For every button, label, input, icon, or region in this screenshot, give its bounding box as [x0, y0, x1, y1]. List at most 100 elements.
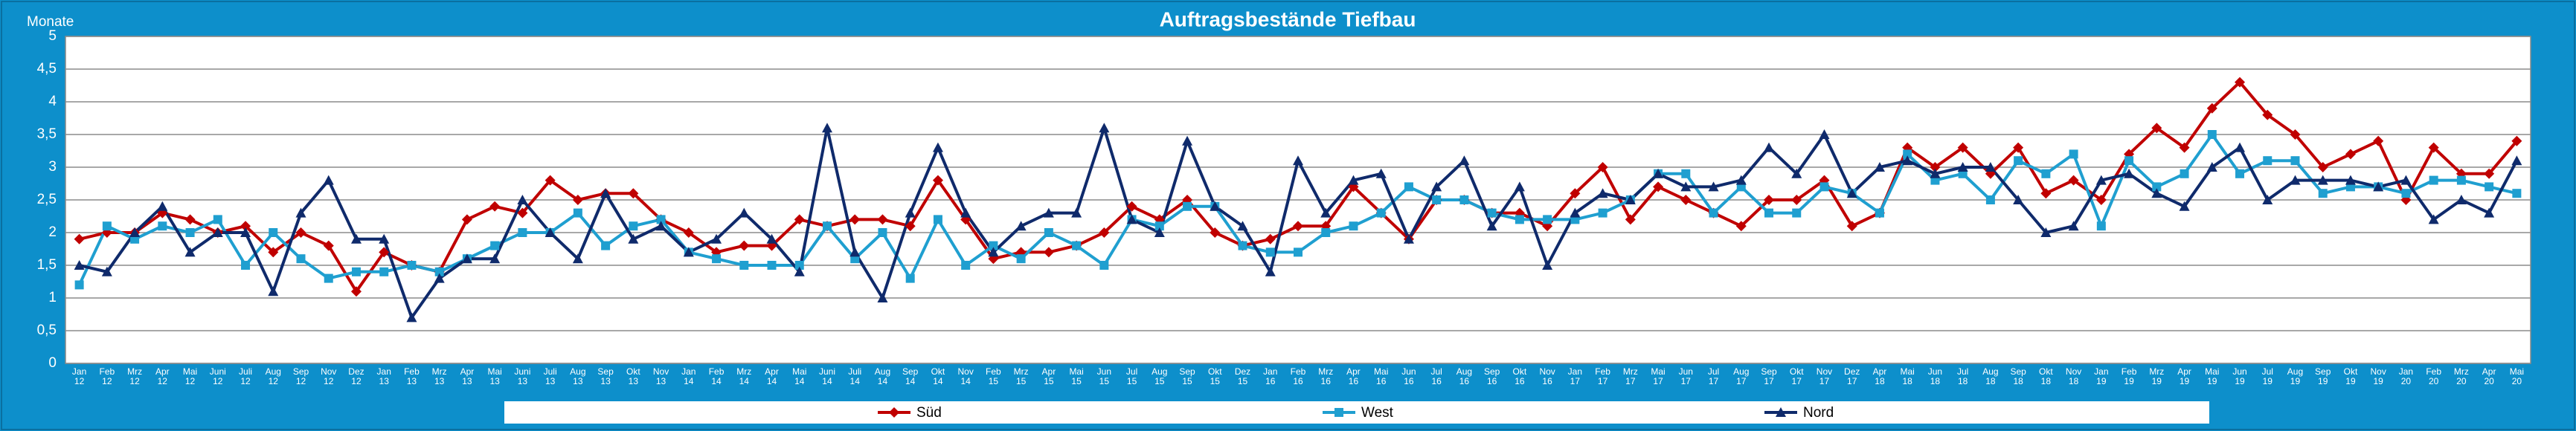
x-tick-label: Feb 15 — [986, 366, 1001, 386]
data-point — [1985, 162, 1996, 172]
data-point — [905, 207, 916, 218]
data-point — [2400, 175, 2412, 185]
x-tick-label: Apr 13 — [460, 366, 475, 386]
data-point — [2484, 207, 2495, 218]
x-tick-label: Mai 12 — [182, 366, 198, 386]
data-point — [877, 293, 888, 302]
data-point — [434, 267, 444, 276]
data-point — [1764, 208, 1774, 218]
x-tick-label: Jun 15 — [1096, 366, 1112, 386]
data-point — [767, 261, 777, 270]
data-point — [1653, 168, 1664, 178]
data-point — [2179, 201, 2190, 211]
legend-label: Süd — [916, 405, 942, 421]
data-point — [2151, 188, 2162, 198]
data-point — [2511, 155, 2522, 166]
x-tick-label: Sep 17 — [1761, 366, 1777, 386]
data-point — [2235, 169, 2245, 178]
data-point — [849, 214, 861, 225]
data-point — [1487, 208, 1497, 218]
data-point — [1403, 233, 1414, 244]
data-point — [2041, 169, 2051, 178]
x-tick-label: Jan 19 — [2094, 366, 2109, 386]
data-point — [1792, 208, 1802, 218]
x-tick-label: Jan 16 — [1263, 366, 1278, 386]
x-tick-label: Sep 16 — [1483, 366, 1500, 386]
x-tick-label: Dez 17 — [1844, 366, 1860, 386]
data-point — [1154, 221, 1164, 231]
data-point — [1099, 123, 1110, 133]
x-tick-label: Mai 14 — [792, 366, 807, 386]
data-point — [1735, 175, 1747, 185]
data-point — [379, 247, 390, 258]
x-tick-label: Aug 15 — [1152, 366, 1168, 386]
data-point — [2095, 175, 2107, 185]
data-point — [1016, 254, 1026, 264]
x-tick-label: Jan 20 — [2398, 366, 2414, 386]
data-point — [1708, 181, 1719, 192]
y-tick-label: 2,5 — [37, 192, 57, 207]
data-point — [240, 227, 251, 237]
x-tick-label: Aug 16 — [1456, 366, 1473, 386]
data-point — [2096, 221, 2106, 231]
data-point — [2428, 214, 2439, 224]
data-point — [1015, 221, 1027, 231]
data-point — [268, 286, 279, 296]
legend — [504, 401, 2209, 424]
data-point — [2455, 195, 2467, 204]
data-point — [2206, 103, 2217, 114]
x-tick-label: Juli 13 — [543, 366, 557, 386]
data-point — [2290, 156, 2300, 166]
data-point — [988, 247, 999, 257]
data-point — [1875, 208, 1884, 218]
x-tick-label: Apr 18 — [1872, 366, 1887, 386]
x-tick-label: Okt 18 — [2039, 366, 2053, 386]
x-tick-label: Sep 12 — [292, 366, 309, 386]
data-point — [489, 201, 501, 212]
data-point — [933, 215, 942, 224]
data-point — [1903, 149, 1912, 159]
data-point — [1126, 201, 1137, 212]
data-point — [1459, 195, 1469, 204]
data-point — [2373, 135, 2384, 146]
data-point — [1681, 169, 1691, 178]
data-point — [601, 241, 611, 250]
data-point — [213, 215, 222, 224]
data-point — [2179, 142, 2190, 153]
data-point — [932, 175, 943, 186]
data-point — [379, 233, 390, 244]
data-point — [489, 253, 501, 264]
data-point — [129, 227, 141, 237]
data-point — [1625, 195, 1636, 204]
data-point — [1126, 214, 1137, 224]
data-point — [739, 240, 750, 251]
data-point — [849, 247, 861, 257]
data-point — [1349, 221, 1358, 231]
data-point — [1902, 155, 1913, 166]
data-point — [711, 233, 722, 244]
x-tick-label: Aug 17 — [1733, 366, 1750, 386]
data-point — [1043, 247, 1054, 258]
x-tick-label: Juni 12 — [209, 366, 226, 386]
data-point — [2456, 175, 2466, 185]
data-point — [628, 188, 639, 199]
data-point — [1985, 195, 1995, 204]
y-tick-label: 0 — [48, 355, 57, 371]
data-point — [1543, 215, 1552, 224]
x-tick-label: Juni 14 — [818, 366, 835, 386]
data-point — [1404, 182, 1413, 192]
x-tick-label: Apr 19 — [2177, 366, 2191, 386]
data-point — [545, 175, 556, 186]
data-point — [2206, 162, 2217, 172]
data-point — [324, 273, 333, 283]
data-point — [2207, 130, 2217, 139]
data-point — [1486, 221, 1497, 231]
data-point — [1154, 227, 1165, 237]
data-point — [1597, 162, 1608, 172]
data-point — [379, 267, 389, 276]
x-tick-label: Nov 19 — [2370, 366, 2386, 386]
data-point — [1542, 260, 1553, 270]
data-point — [269, 228, 278, 237]
data-point — [1320, 207, 1332, 218]
data-point — [240, 221, 251, 232]
